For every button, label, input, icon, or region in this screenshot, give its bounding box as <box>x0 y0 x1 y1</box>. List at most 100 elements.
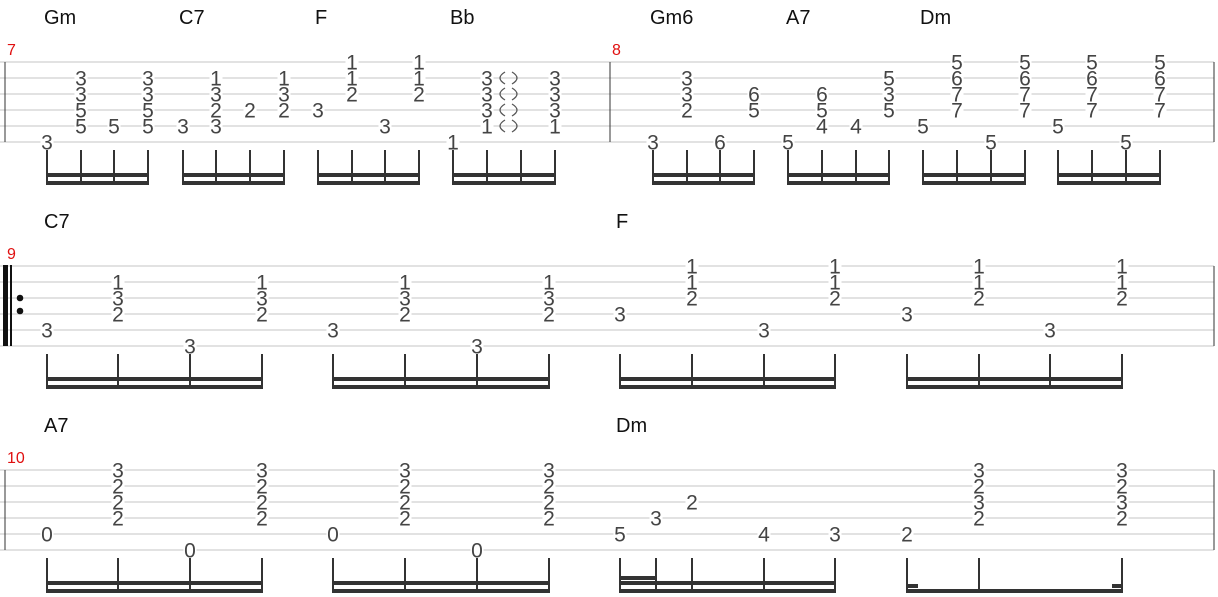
fret-mask <box>972 494 986 510</box>
beat: 0 <box>470 540 484 563</box>
fret-mask <box>255 510 269 526</box>
fret-mask <box>40 526 54 542</box>
fret-number: 3 <box>614 304 626 327</box>
beam <box>452 173 556 177</box>
chord-name: Dm <box>920 7 952 29</box>
fret-number: 3 <box>312 100 324 123</box>
beam-group <box>46 354 263 389</box>
fret-mask <box>882 86 896 102</box>
beat: 3 <box>176 116 190 139</box>
fret-number: 3 <box>973 460 985 483</box>
fret-mask <box>480 86 494 102</box>
beam-group <box>182 150 285 185</box>
fret-mask <box>548 118 562 134</box>
fret-mask <box>398 462 412 478</box>
beam <box>652 181 755 185</box>
beam-group <box>332 558 550 593</box>
fret-number: 5 <box>951 52 963 75</box>
fret-mask <box>111 478 125 494</box>
fret-mask <box>972 478 986 494</box>
fret-mask <box>781 134 795 150</box>
beam <box>46 581 263 585</box>
fret-mask <box>1043 322 1057 338</box>
fret-mask <box>1018 54 1032 70</box>
fret-mask <box>828 258 842 274</box>
fret-number: 7 <box>1154 84 1166 107</box>
beam-group <box>652 150 755 185</box>
fret-mask <box>470 338 484 354</box>
tie-arc <box>499 87 506 101</box>
beat: 132 <box>398 272 412 327</box>
fret-number: 0 <box>184 540 196 563</box>
chord-name: A7 <box>786 7 811 29</box>
fret-number: 3 <box>210 84 222 107</box>
beam <box>922 173 1026 177</box>
beam <box>332 581 550 585</box>
fret-mask <box>649 510 663 526</box>
fret-number: 6 <box>1154 68 1166 91</box>
chord-name: C7 <box>44 211 70 233</box>
fret-number: 3 <box>379 116 391 139</box>
fret-number: 3 <box>650 508 662 531</box>
beat: 3 <box>900 304 914 327</box>
fret-number: 2 <box>973 476 985 499</box>
fret-number: 3 <box>471 336 483 359</box>
fret-number: 3 <box>41 320 53 343</box>
fret-mask <box>470 542 484 558</box>
fret-mask <box>882 102 896 118</box>
fret-number: 7 <box>1154 100 1166 123</box>
beat: 0 <box>183 540 197 563</box>
fret-number: 1 <box>1116 272 1128 295</box>
beam <box>922 181 1026 185</box>
fret-mask <box>548 86 562 102</box>
beam-group <box>906 354 1123 389</box>
beam <box>619 377 836 381</box>
fret-number: 4 <box>816 116 828 139</box>
beat: 1 <box>446 132 460 155</box>
beat: 5 <box>781 132 795 155</box>
fret-mask <box>176 118 190 134</box>
fret-number: 2 <box>256 304 268 327</box>
fret-mask <box>1085 70 1099 86</box>
fret-number: 2 <box>901 524 913 547</box>
beat: 5 <box>984 132 998 155</box>
tie-arc <box>511 119 518 133</box>
fret-number: 5 <box>108 116 120 139</box>
beat: 3 <box>40 132 54 155</box>
beat: 3 <box>311 100 325 123</box>
fret-number: 3 <box>278 84 290 107</box>
fret-number: 4 <box>850 116 862 139</box>
fret-number: 2 <box>399 476 411 499</box>
fret-mask <box>209 86 223 102</box>
beat: 5 <box>107 116 121 139</box>
beam <box>619 589 836 593</box>
fret-number: 2 <box>256 492 268 515</box>
beat: 3 <box>646 132 660 155</box>
beam <box>906 385 1123 389</box>
beam-group <box>619 354 836 389</box>
fret-mask <box>480 102 494 118</box>
fret-mask <box>398 510 412 526</box>
fret-mask <box>757 322 771 338</box>
fret-mask <box>713 134 727 150</box>
beam <box>619 581 836 585</box>
fret-mask <box>542 306 556 322</box>
fret-mask <box>972 258 986 274</box>
beat: 3 <box>613 304 627 327</box>
fret-number: 2 <box>829 288 841 311</box>
beam <box>619 576 657 580</box>
fret-number: 1 <box>447 132 459 155</box>
fret-mask <box>111 462 125 478</box>
fret-number: 1 <box>278 68 290 91</box>
fret-number: 1 <box>549 116 561 139</box>
fret-number: 5 <box>75 116 87 139</box>
fret-mask <box>815 86 829 102</box>
beat: 3 <box>378 116 392 139</box>
tie-arcs <box>499 71 518 133</box>
fret-number: 3 <box>41 132 53 155</box>
fret-number: 2 <box>256 476 268 499</box>
